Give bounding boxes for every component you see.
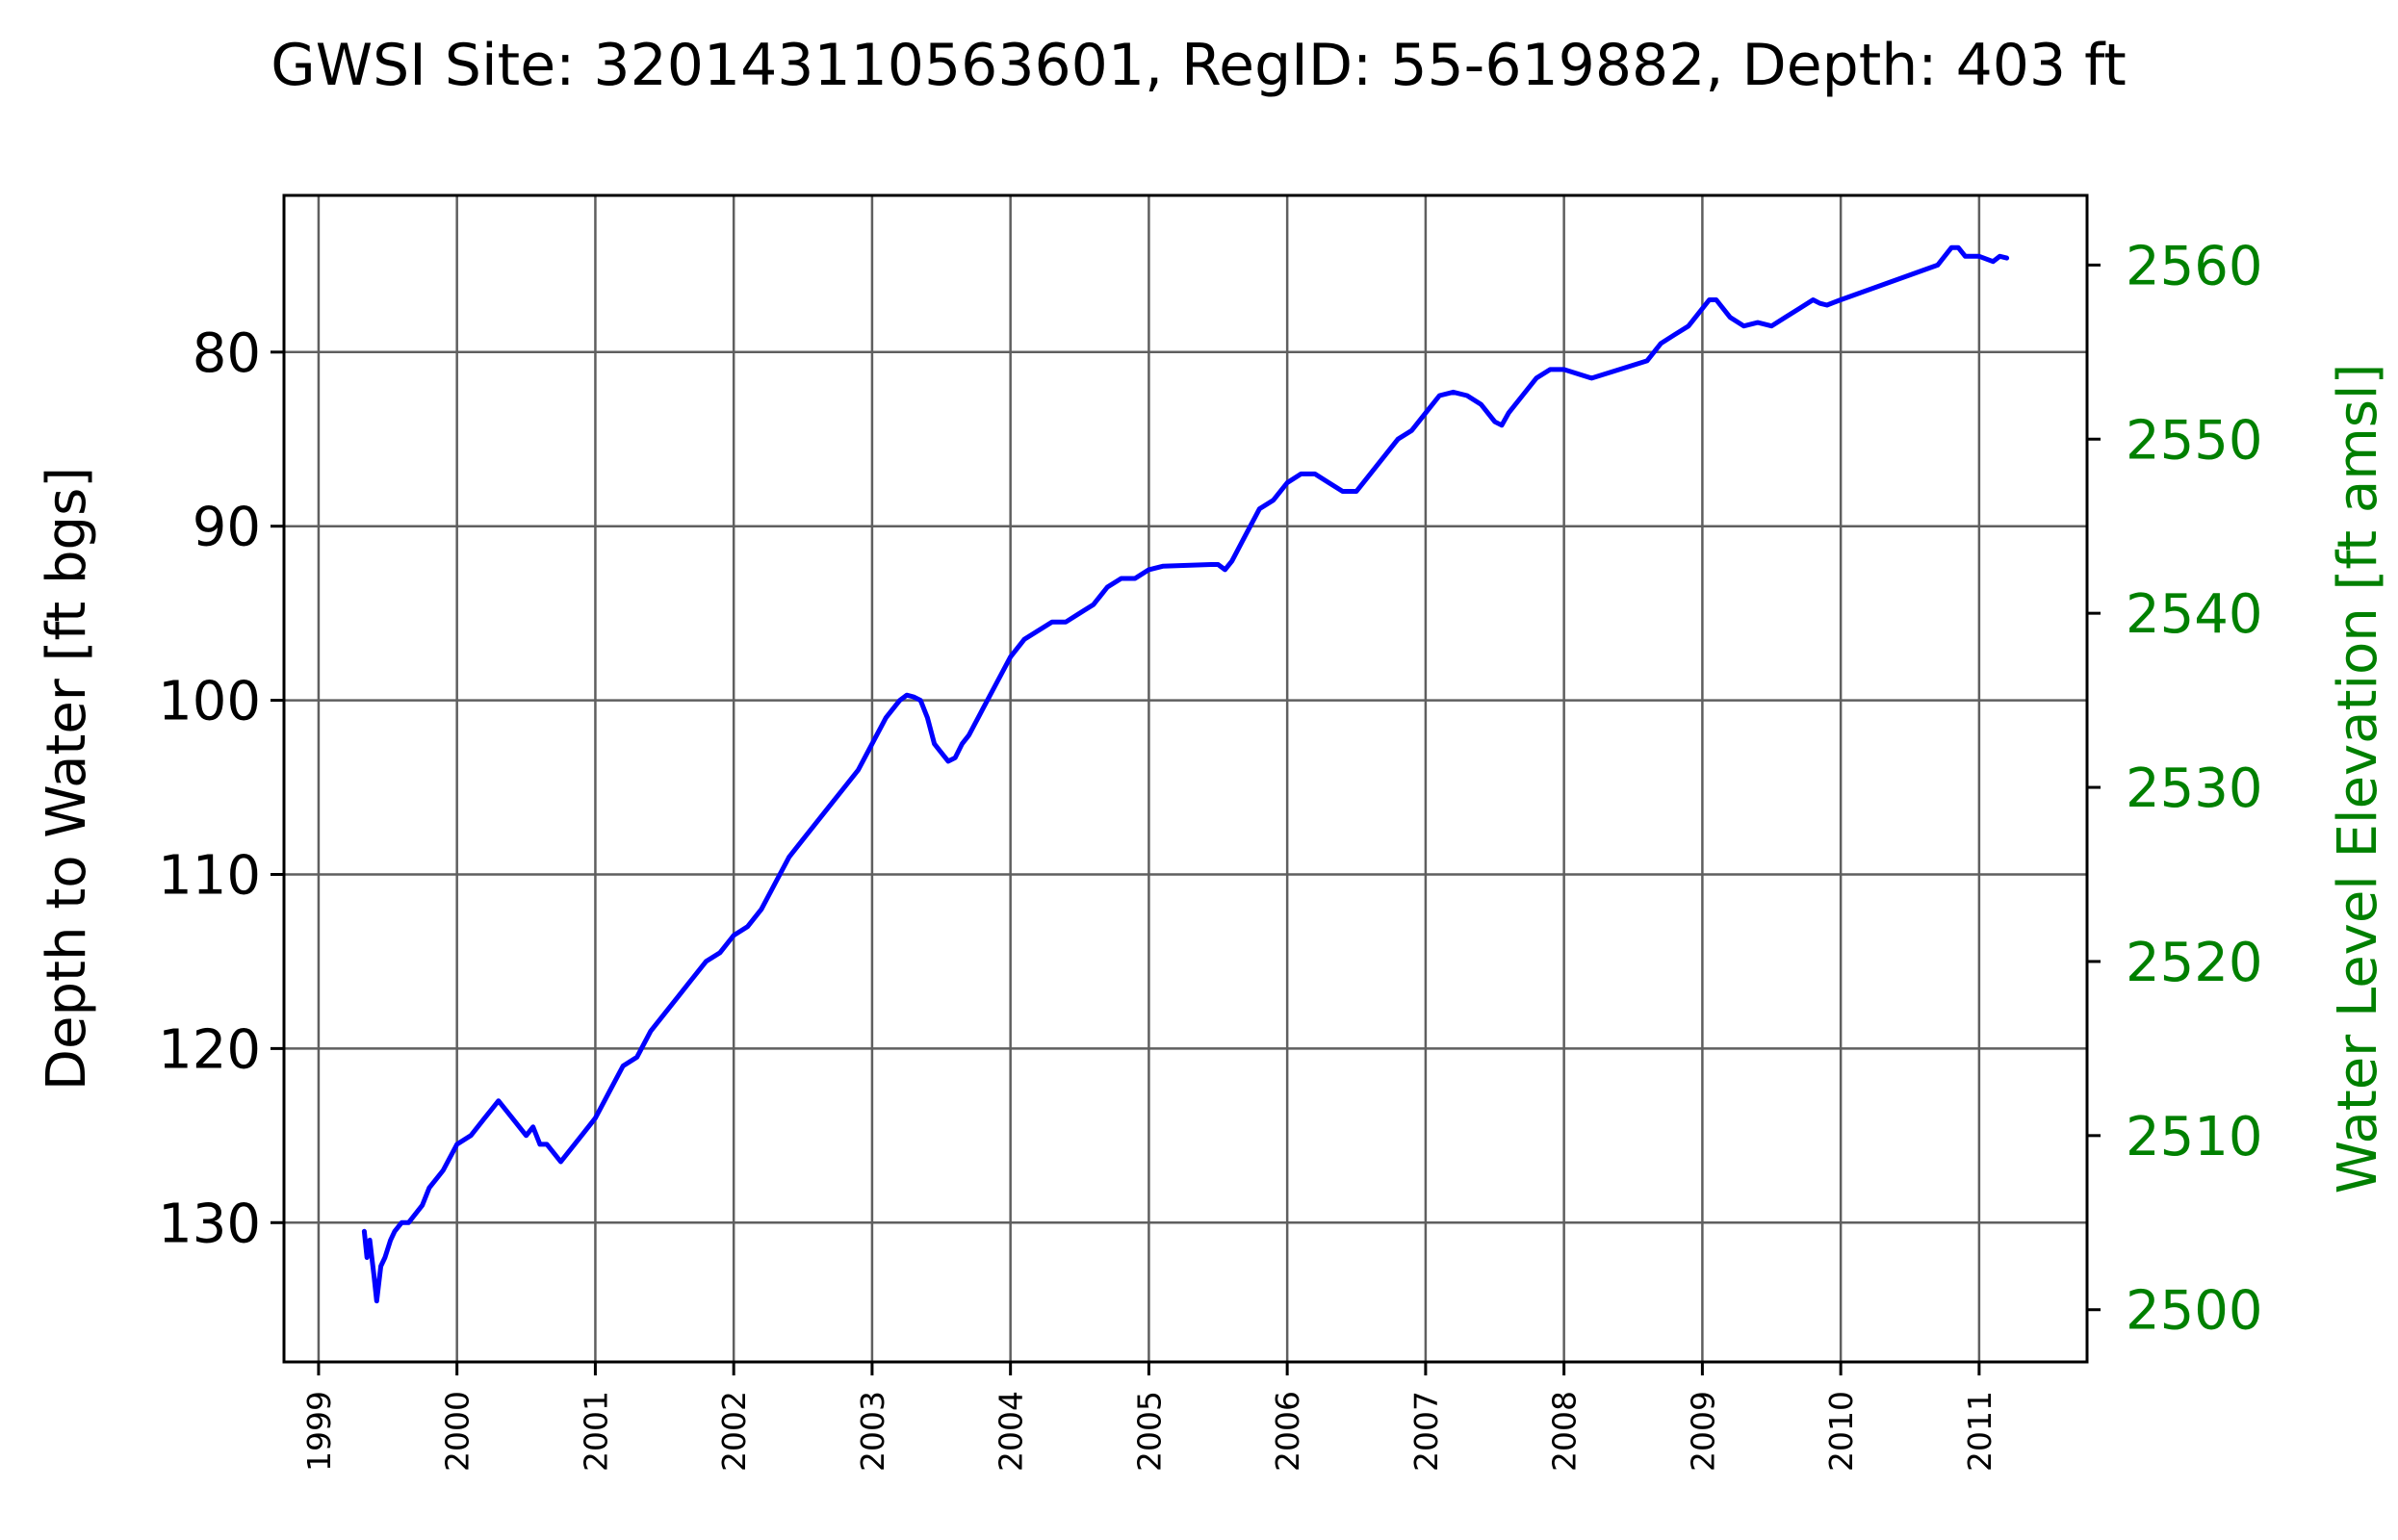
x-tick-label: 2010 bbox=[1822, 1391, 1860, 1472]
y-tick-label-right: 2550 bbox=[2126, 409, 2263, 472]
y-tick-label-left: 110 bbox=[158, 844, 261, 907]
x-tick-label: 2001 bbox=[577, 1391, 614, 1472]
y-tick-label-right: 2530 bbox=[2126, 757, 2263, 820]
y-tick-label-right: 2560 bbox=[2126, 235, 2263, 297]
x-tick-label: 2002 bbox=[715, 1391, 753, 1472]
x-tick-label: 2008 bbox=[1546, 1391, 1584, 1472]
x-tick-label: 2009 bbox=[1684, 1391, 1721, 1472]
x-tick-label: 1999 bbox=[300, 1391, 338, 1472]
y-tick-label-left: 130 bbox=[158, 1193, 261, 1255]
x-tick-label: 2005 bbox=[1130, 1391, 1168, 1472]
x-tick-label: 2006 bbox=[1269, 1391, 1306, 1472]
y-tick-label-right: 2540 bbox=[2126, 583, 2263, 646]
x-tick-label: 2007 bbox=[1407, 1391, 1445, 1472]
y-tick-label-left: 90 bbox=[193, 497, 261, 559]
series-layer bbox=[361, 244, 2010, 1304]
x-tick-label: 2003 bbox=[854, 1391, 891, 1472]
y-tick-label-right: 2500 bbox=[2126, 1280, 2263, 1343]
y-tick-label-left: 100 bbox=[158, 671, 261, 733]
x-tick-label: 2011 bbox=[1961, 1391, 1998, 1472]
grid-layer bbox=[284, 195, 2087, 1362]
y-axis-label-right: Water Level Elevation [ft amsl] bbox=[2327, 364, 2389, 1194]
y-tick-label-right: 2520 bbox=[2126, 932, 2263, 994]
chart-title: GWSI Site: 320143110563601, RegID: 55-61… bbox=[271, 32, 2127, 99]
y-axis-label-left: Depth to Water [ft bgs] bbox=[36, 467, 98, 1091]
y-tick-label-left: 120 bbox=[158, 1018, 261, 1081]
tick-layer: 1999 2000 2001 2002 2003 2004 2005 2006 2007 2008… bbox=[158, 235, 2262, 1472]
y-tick-label-right: 2510 bbox=[2126, 1106, 2263, 1168]
x-tick-label: 2000 bbox=[439, 1391, 477, 1472]
plot-frame bbox=[282, 193, 2089, 1364]
x-tick-label: 2004 bbox=[993, 1391, 1030, 1472]
series-line-0 bbox=[361, 244, 2010, 1304]
y-tick-label-left: 80 bbox=[193, 322, 261, 385]
